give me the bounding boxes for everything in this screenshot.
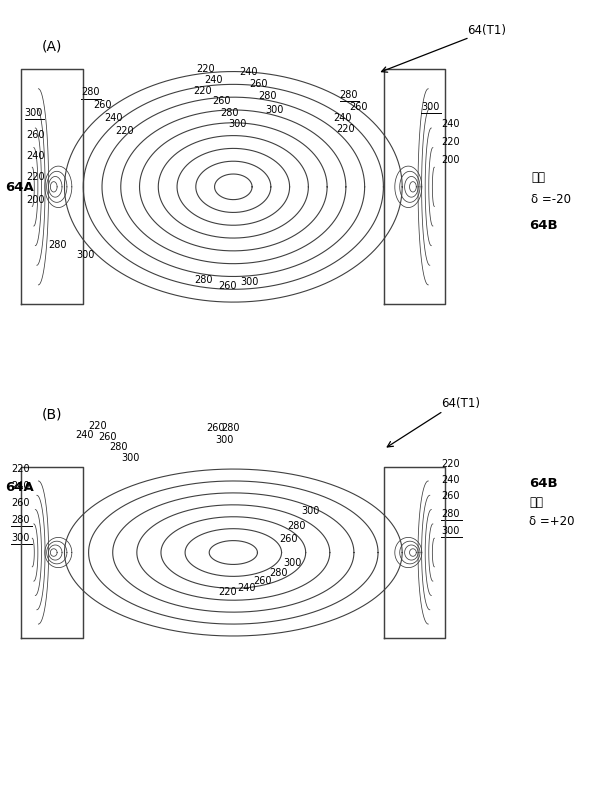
Text: 220: 220 <box>115 126 134 136</box>
Text: δ =+20: δ =+20 <box>529 514 575 528</box>
Text: 240: 240 <box>26 151 44 161</box>
Text: 240: 240 <box>333 113 351 123</box>
Text: δ =-20: δ =-20 <box>531 192 571 206</box>
Text: 64A: 64A <box>5 481 34 494</box>
Text: 260: 260 <box>98 432 117 443</box>
Text: 280: 280 <box>287 521 306 531</box>
Text: 220: 220 <box>196 64 215 75</box>
Text: 300: 300 <box>441 526 459 537</box>
Text: 260: 260 <box>249 80 268 90</box>
Text: 240: 240 <box>104 113 123 123</box>
Text: 240: 240 <box>239 67 258 77</box>
Text: 220: 220 <box>336 124 355 134</box>
Text: 260: 260 <box>253 576 271 587</box>
Text: 240: 240 <box>204 75 223 85</box>
Text: 260: 260 <box>219 281 237 292</box>
Text: 260: 260 <box>206 423 225 433</box>
Text: 64B: 64B <box>529 476 558 490</box>
Text: 240: 240 <box>237 583 255 593</box>
Text: 280: 280 <box>269 568 287 579</box>
Text: 220: 220 <box>26 173 44 183</box>
Text: 300: 300 <box>301 506 319 517</box>
Text: 圧縮: 圧縮 <box>531 171 545 184</box>
Text: 260: 260 <box>349 102 367 112</box>
Text: 260: 260 <box>279 534 298 545</box>
Text: 240: 240 <box>441 119 459 130</box>
Text: 280: 280 <box>81 87 99 98</box>
Text: 260: 260 <box>26 130 44 141</box>
Text: 64(T1): 64(T1) <box>441 397 480 410</box>
Text: 280: 280 <box>48 240 66 250</box>
Text: 220: 220 <box>193 86 211 96</box>
Text: 300: 300 <box>76 250 95 261</box>
Text: 280: 280 <box>441 509 459 519</box>
Text: 260: 260 <box>11 498 29 508</box>
Text: 280: 280 <box>340 90 358 100</box>
Text: 220: 220 <box>441 460 459 470</box>
Text: 300: 300 <box>284 558 302 568</box>
Text: 300: 300 <box>241 277 259 288</box>
Text: 260: 260 <box>441 491 459 502</box>
Text: 64B: 64B <box>529 219 558 232</box>
Text: 300: 300 <box>421 102 440 112</box>
Text: 300: 300 <box>25 108 43 118</box>
Text: 280: 280 <box>194 275 212 285</box>
Text: 220: 220 <box>441 137 459 147</box>
Text: 300: 300 <box>122 453 140 463</box>
Text: 240: 240 <box>75 430 93 440</box>
Text: 220: 220 <box>88 421 106 432</box>
Text: 260: 260 <box>212 96 230 107</box>
Text: 引張: 引張 <box>529 496 543 510</box>
Text: 240: 240 <box>11 481 29 491</box>
Text: 260: 260 <box>93 100 112 111</box>
Text: 240: 240 <box>441 475 459 485</box>
Text: 220: 220 <box>218 588 236 598</box>
Text: (B): (B) <box>42 407 62 421</box>
Text: 280: 280 <box>221 423 239 433</box>
Text: 280: 280 <box>220 108 238 118</box>
Text: 200: 200 <box>441 155 459 165</box>
Text: 280: 280 <box>11 515 29 525</box>
Text: (A): (A) <box>42 40 62 54</box>
Text: 220: 220 <box>11 464 29 475</box>
Text: 300: 300 <box>228 119 247 130</box>
Text: 64(T1): 64(T1) <box>467 24 506 37</box>
Text: 300: 300 <box>215 435 233 445</box>
Text: 280: 280 <box>109 442 128 452</box>
Text: 300: 300 <box>11 533 29 543</box>
Text: 64A: 64A <box>5 180 34 194</box>
Text: 280: 280 <box>258 91 276 102</box>
Text: 300: 300 <box>265 105 284 115</box>
Text: 200: 200 <box>26 195 44 205</box>
